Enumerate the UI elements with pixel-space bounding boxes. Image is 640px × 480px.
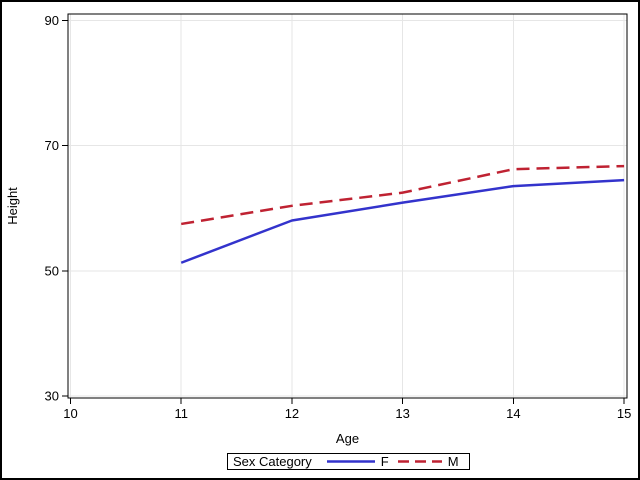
x-tick-label: 11 [174,406,188,421]
x-tick-label: 15 [617,406,631,421]
legend: Sex Category F M [227,453,470,470]
x-axis-label: Age [336,431,359,446]
x-tick-label: 13 [395,406,409,421]
x-tick-label: 12 [285,406,299,421]
x-tick-label: 14 [506,406,520,421]
series-line-m [181,164,625,226]
legend-label-m: M [447,454,459,469]
axis-ticks [62,20,625,404]
y-axis-label: Height [5,187,20,225]
legend-line-swatch-m [397,460,442,463]
y-tick-label: 30 [45,389,59,404]
y-tick-label: 50 [45,263,59,278]
legend-line-swatch-f [326,460,375,463]
plot-area-border [67,13,628,399]
legend-label-f: F [380,454,389,469]
series-line-f [180,178,625,264]
y-tick-label: 70 [45,138,59,153]
x-tick-label: 10 [63,406,77,421]
gridlines [68,14,627,398]
y-tick-label: 90 [45,13,59,28]
legend-title: Sex Category [233,454,312,469]
tick-labels: 10 11 12 13 14 15 30 50 70 90 [45,13,632,421]
